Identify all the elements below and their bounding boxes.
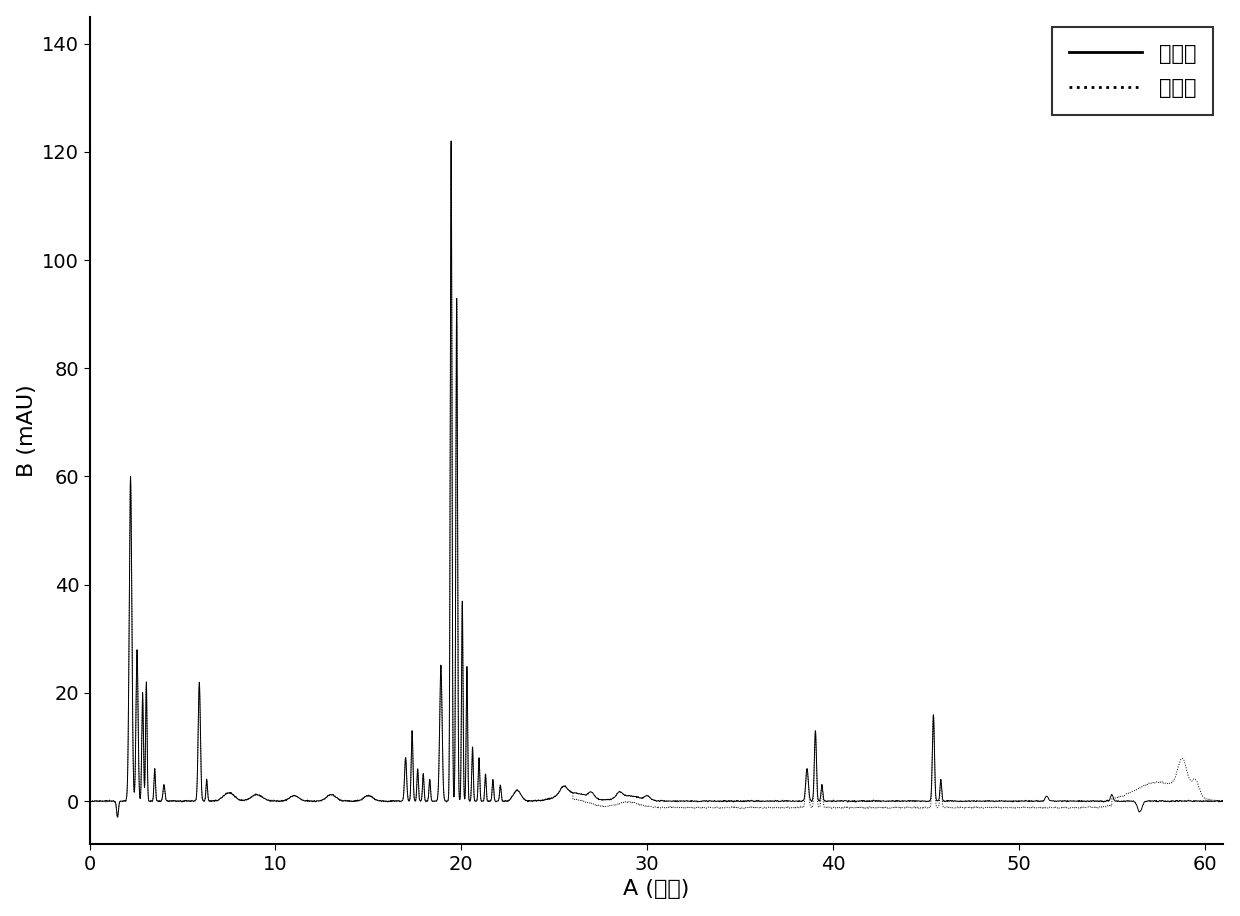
处理前 <box>82 795 97 806</box>
处理后 <box>663 802 678 812</box>
处理后 <box>250 789 265 800</box>
处理后 <box>771 802 786 813</box>
处理后 <box>82 796 97 807</box>
处理后 <box>141 795 156 806</box>
处理前 <box>444 136 459 147</box>
处理后 <box>680 802 694 812</box>
处理前 <box>680 795 694 806</box>
处理前 <box>1216 796 1231 807</box>
处理前 <box>250 790 265 801</box>
X-axis label: A (分钟): A (分钟) <box>624 879 689 900</box>
处理前 <box>110 812 125 823</box>
处理前 <box>141 796 156 807</box>
处理前 <box>771 796 786 807</box>
处理后 <box>376 795 391 806</box>
处理后 <box>1216 795 1231 806</box>
Y-axis label: B (mAU): B (mAU) <box>16 384 37 477</box>
处理后 <box>444 141 459 152</box>
Line: 处理后: 处理后 <box>89 147 1224 817</box>
处理前 <box>376 795 391 806</box>
处理前 <box>663 796 678 807</box>
Legend: 处理前, 处理后: 处理前, 处理后 <box>1053 27 1213 115</box>
Line: 处理前: 处理前 <box>89 141 1224 817</box>
处理后 <box>110 812 125 823</box>
